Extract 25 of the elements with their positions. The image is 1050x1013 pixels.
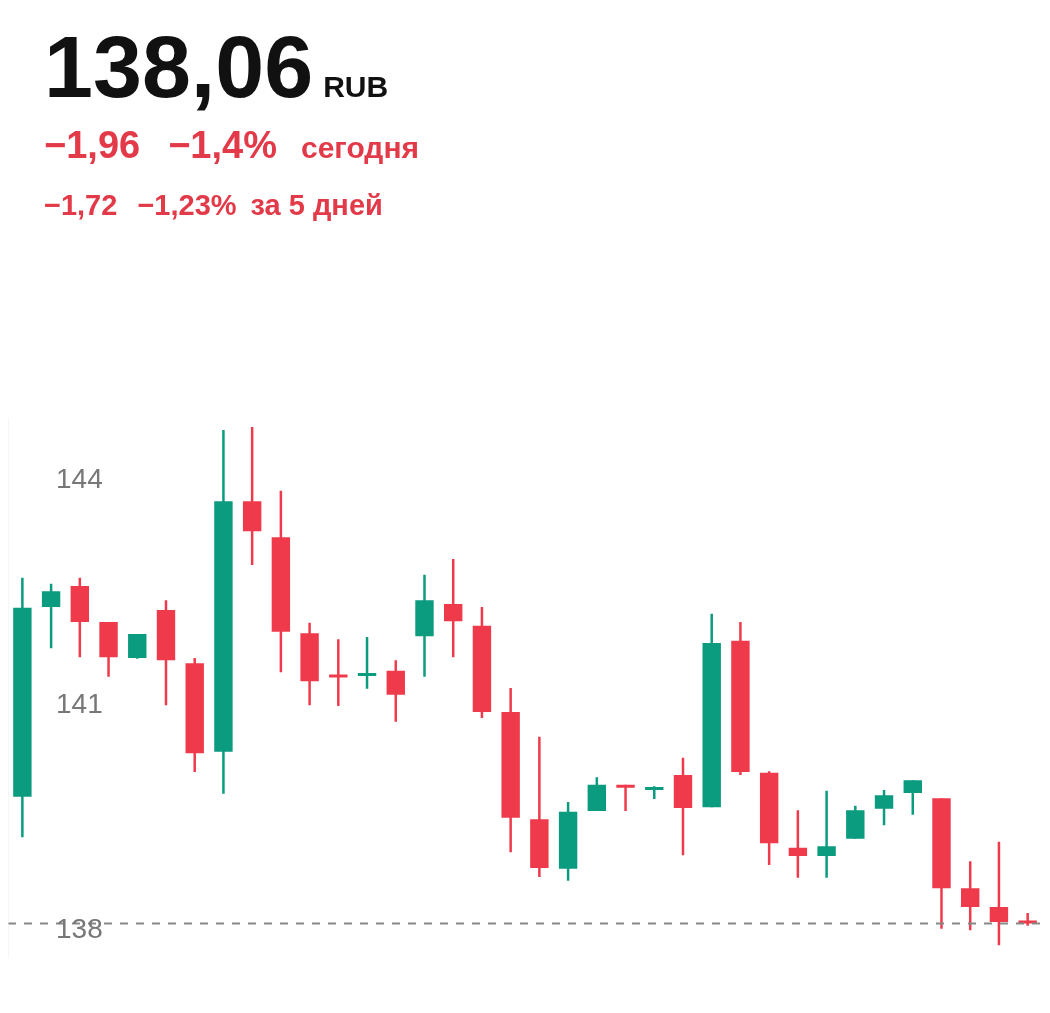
candlestick bbox=[357, 635, 377, 690]
text: за 5 дней bbox=[250, 189, 383, 222]
candlestick bbox=[386, 659, 405, 723]
text: −1,96 bbox=[44, 124, 141, 167]
y-tick-label: 144 bbox=[56, 462, 103, 494]
candlestick bbox=[903, 779, 922, 816]
text: RUB bbox=[323, 70, 389, 104]
candlestick bbox=[128, 632, 147, 660]
candlestick bbox=[41, 582, 61, 650]
candlestick bbox=[874, 788, 894, 827]
candlestick bbox=[989, 840, 1009, 947]
candlestick bbox=[817, 789, 836, 879]
text: −1,4% bbox=[168, 124, 277, 167]
candlestick bbox=[961, 860, 980, 932]
text: сегодня bbox=[300, 131, 420, 165]
candlestick bbox=[645, 785, 664, 801]
candlestick bbox=[616, 783, 635, 813]
candlestick bbox=[329, 638, 348, 708]
chart-title: 138,06 bbox=[44, 16, 314, 118]
candlestick bbox=[788, 809, 808, 879]
text: −1,23% bbox=[137, 189, 237, 222]
candlestick bbox=[444, 557, 463, 659]
y-tick-label: 141 bbox=[56, 687, 103, 719]
y-tick-label: 138 bbox=[56, 912, 103, 944]
text: −1,72 bbox=[44, 189, 118, 222]
